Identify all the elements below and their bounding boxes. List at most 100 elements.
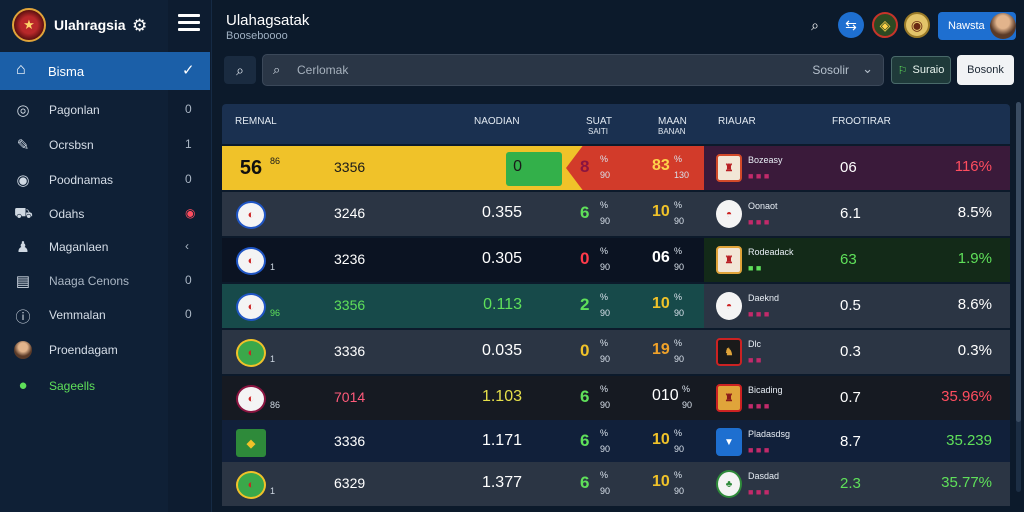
team-logo-icon: ◐ [236, 247, 266, 275]
sidebar-item-2[interactable]: ✎ Ocrsbsn 1 [0, 131, 210, 161]
cell-val-sub: % [674, 292, 683, 302]
cell-num: 3356 [334, 297, 366, 313]
cell-val-sub2: 90 [674, 354, 685, 364]
gear-icon[interactable]: ⚙ [132, 16, 148, 35]
car-icon: ⛟ [14, 205, 33, 222]
sidebar-item-label: Maganlaen [49, 240, 109, 254]
cell-rate: 0.035 [481, 342, 522, 359]
table-row[interactable]: ◐ 1 3236 0.305 0 % 90 06 % 90 ♜ Rodeadac… [222, 238, 1010, 282]
sidebar-item-3[interactable]: ◉ Poodnamas 0 [0, 166, 210, 196]
sidebar-item-9[interactable]: ● Sageells [0, 372, 210, 402]
opponent-logo-icon: ◓ [716, 200, 742, 228]
col-pct[interactable]: FROOTIRAR [832, 116, 891, 127]
cell-score: 6.1 [840, 205, 861, 222]
scrollbar[interactable] [1016, 102, 1021, 492]
cell-num: 3246 [334, 205, 366, 221]
sidebar-item-8[interactable]: Proendagam [0, 336, 210, 366]
cell-num: 7014 [334, 389, 366, 405]
cell-num: 3336 [334, 343, 366, 359]
opponent-sub: ■ ■ ■ [748, 309, 770, 319]
cell-val-sub: % [674, 428, 683, 438]
home-icon: ⌂ [16, 61, 26, 78]
opponent-name: Daeknd [748, 293, 780, 303]
cell-val-sub: % [674, 154, 683, 164]
cell-stat-sub: % [600, 470, 609, 480]
sidebar-item-active[interactable]: ⌂ Bisma ✓ [0, 52, 210, 90]
opponent-logo-icon: ♜ [716, 154, 742, 182]
cell-stat-sub: % [600, 200, 609, 210]
table-row[interactable]: ◐ 1 6329 1.377 6 % 90 10 % 90 ♣ Dasdad ■… [222, 462, 1010, 506]
filter-select[interactable]: Sosolir [812, 63, 849, 77]
table-row[interactable]: ◆ 3336 1.171 6 % 90 10 % 90 ▼ Pladasdsg … [222, 420, 1010, 464]
chevron-down-icon[interactable]: ⌄ [862, 61, 873, 76]
search-icon[interactable]: ⌕ [811, 16, 819, 33]
table-row[interactable]: 56 86 3356 0 8 % 90 83 % 130 ♜ Bozeasy ■… [222, 146, 1010, 190]
cell-stat-sub: % [600, 338, 609, 348]
col-val[interactable]: MAAN [658, 116, 687, 127]
cell-pct: 0.3% [957, 342, 992, 359]
cell-stat: 6 [580, 431, 590, 450]
search-field[interactable]: ⌕ Sosolir ⌄ [262, 54, 884, 86]
sidebar-item-7[interactable]: ⓘ Vemmalan 0 [0, 301, 210, 331]
opponent-logo-icon: ♜ [716, 384, 742, 412]
opponent-sub: ■ ■ ■ [748, 171, 770, 181]
cell-stat-sub2: 90 [600, 170, 611, 180]
opponent-sub: ■ ■ ■ [748, 217, 770, 227]
opponent-name: Oonaot [748, 201, 778, 211]
notification-icon[interactable]: ◈ [872, 12, 898, 38]
sidebar-item-count: ‹ [185, 239, 189, 253]
cell-pct: 116% [954, 158, 992, 175]
team-logo-icon: ◐ [236, 471, 266, 499]
transfer-icon[interactable]: ⇆ [838, 12, 864, 38]
search-input[interactable] [297, 60, 717, 80]
team-logo-icon: ◐ [236, 201, 266, 229]
cell-num: 3236 [334, 251, 366, 267]
info-icon: ⓘ [15, 309, 31, 326]
scrollbar-thumb[interactable] [1016, 102, 1021, 422]
search-button[interactable]: ⌕ [224, 56, 256, 84]
cell-rate: 1.171 [481, 432, 522, 449]
row-highlight-green [506, 152, 562, 186]
table-row[interactable]: ◐ 96 3356 0.113 2 % 90 10 % 90 ◓ Daeknd … [222, 284, 1010, 328]
cell-stat-sub2: 90 [600, 354, 611, 364]
brand-name: Ulahragsia [54, 17, 126, 33]
team-logo-icon: ◐ [236, 339, 266, 367]
brand[interactable]: ★ Ulahragsia [12, 8, 126, 42]
cell-score: 63 [840, 251, 857, 268]
trophy-icon[interactable]: ◉ [904, 12, 930, 38]
avatar-icon [14, 341, 32, 359]
team-logo-icon: ◐ [236, 293, 266, 321]
col-rate[interactable]: NAODIAN [474, 116, 520, 127]
table-row[interactable]: ◐ 86 7014 1.103 6 % 90 010 % 90 ♜ Bicadi… [222, 376, 1010, 420]
cell-rate: 0.305 [481, 250, 522, 267]
opponent-name: Rodeadack [748, 247, 794, 257]
col-team[interactable]: REMNAL [235, 116, 277, 127]
cell-score: 06 [840, 159, 857, 176]
sidebar-item-5[interactable]: ♟ Maganlaen ‹ [0, 233, 210, 263]
page-title: Ulahagsatak [226, 12, 310, 29]
cell-val-sub: % [674, 470, 683, 480]
col-stat[interactable]: SUAT [586, 116, 612, 127]
team-logo-icon: ◐ [236, 385, 266, 413]
table-row[interactable]: ◐ 1 3336 0.035 0 % 90 19 % 90 ♞ Dlc ■ ■ … [222, 330, 1010, 374]
cell-pct: 8.6% [957, 296, 992, 313]
sidebar-item-1[interactable]: ◎ Pagonlan 0 [0, 96, 210, 126]
user-icon: ♟ [16, 239, 30, 256]
cell-rate: 1.377 [481, 474, 522, 491]
cell-val-sub: % [674, 246, 683, 256]
table-row[interactable]: ◐ 3246 0.355 6 % 90 10 % 90 ◓ Oonaot ■ ■… [222, 192, 1010, 236]
col-opponent[interactable]: RIAUAR [718, 116, 756, 127]
opponent-sub: ■ ■ ■ [748, 487, 770, 497]
cell-stat-sub2: 90 [600, 262, 611, 272]
sidebar-item-6[interactable]: ▤ Naaga Cenons 0 [0, 267, 210, 297]
cell-val: 10 [652, 431, 670, 448]
user-button[interactable]: Nawsta [938, 12, 1016, 40]
sidebar-item-4[interactable]: ⛟ Odahs ◉ [0, 200, 210, 230]
hamburger-menu-icon[interactable] [178, 14, 200, 32]
opponent-logo-icon: ♞ [716, 338, 742, 366]
row-highlight [566, 146, 704, 190]
cell-num: 3336 [334, 433, 366, 449]
primary-button[interactable]: Bosonk [957, 55, 1014, 85]
filter-button[interactable]: ⚐ Suraio [891, 56, 951, 84]
sidebar-item-count: 0 [185, 307, 192, 321]
